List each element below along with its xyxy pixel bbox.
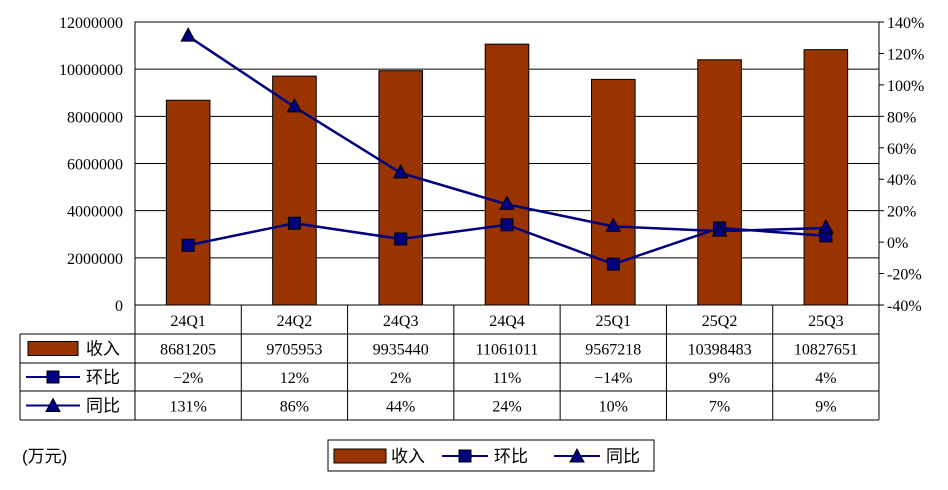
table-cell-value: 24%	[492, 399, 521, 416]
category-label: 24Q3	[383, 313, 419, 330]
category-label: 25Q2	[702, 313, 738, 330]
qoq-point-square-marker	[181, 238, 195, 252]
table-cell-value: 9705953	[266, 342, 322, 359]
ratio-lines	[180, 27, 834, 271]
legend-box: 收入 环比 同比	[327, 439, 655, 472]
table-cell-value: 10%	[599, 399, 628, 416]
left-tick-label: 12000000	[59, 15, 123, 32]
left-tick-label: 4000000	[67, 204, 123, 221]
qoq-point-square-marker	[500, 218, 514, 232]
table-cell-value: 4%	[815, 370, 836, 387]
right-tick-label: 120%	[887, 46, 924, 63]
unit-note: (万元)	[22, 447, 67, 466]
revenue-bar	[803, 49, 849, 306]
yoy-point-triangle-marker	[605, 217, 622, 232]
revenue-bar	[484, 43, 530, 306]
category-label: 24Q2	[277, 313, 313, 330]
yoy-point-triangle-marker	[818, 218, 834, 234]
yoy-point-triangle-marker	[711, 222, 728, 237]
table-cell-value: 86%	[280, 399, 309, 416]
table-cell-value: 9%	[815, 399, 836, 416]
table-cell-value: 10827651	[794, 342, 858, 359]
table-row-header: 同比	[86, 397, 120, 416]
left-tick-label: 6000000	[67, 157, 123, 174]
left-tick-label: 2000000	[67, 251, 123, 268]
table-cell-value: −2%	[173, 370, 203, 387]
table-cell-value: 11%	[493, 370, 522, 387]
right-tick-label: 140%	[887, 15, 924, 32]
revenue-bars	[165, 43, 849, 306]
category-label: 25Q1	[596, 313, 632, 330]
table-cell-value: 12%	[280, 370, 309, 387]
table-row-header: 收入	[86, 340, 120, 359]
legend-triangle-marker-icon	[569, 447, 585, 463]
right-tick-label: 100%	[887, 78, 924, 95]
table-cell-value: 8681205	[160, 342, 216, 359]
legend-label-yoy: 同比	[606, 447, 640, 466]
revenue-bar	[697, 59, 742, 306]
yoy-point-triangle-marker	[180, 27, 196, 42]
right-tick-label: -20%	[887, 267, 922, 284]
table-triangle-marker-icon	[45, 397, 61, 412]
legend-label-revenue: 收入	[391, 447, 425, 466]
category-label: 24Q4	[489, 313, 525, 330]
table-cell-value: 44%	[386, 399, 415, 416]
table-cell-value: 9935440	[373, 342, 429, 359]
left-tick-label: 8000000	[67, 109, 123, 126]
yoy-point-triangle-marker	[499, 195, 515, 210]
table-cell-value: 9567218	[585, 342, 641, 359]
table-row-header: 环比	[86, 368, 120, 387]
qoq-point-square-marker	[606, 257, 620, 271]
table-cell-value: 9%	[709, 370, 730, 387]
right-axis-ticks: -40% -20% 0% 20% 40% 60% 80% 100% 120% 140%	[879, 15, 924, 315]
table-cell-value: 131%	[169, 399, 206, 416]
right-tick-label: 40%	[887, 172, 916, 189]
qoq-point-square-marker	[394, 232, 408, 246]
category-label: 25Q3	[808, 313, 844, 330]
table-cell-value: 11061011	[476, 342, 539, 359]
table-cell-value: 2%	[390, 370, 411, 387]
left-tick-label: 0	[115, 298, 123, 315]
table-revenue-swatch	[27, 341, 79, 356]
legend-swatch-revenue	[333, 448, 387, 464]
left-axis-ticks: 0 2000000 4000000 6000000 8000000 10000000 120…	[59, 15, 123, 315]
right-tick-label: -40%	[887, 298, 922, 315]
revenue-bar	[272, 75, 317, 306]
right-tick-label: 0%	[887, 235, 908, 252]
table-cell-value: 7%	[709, 399, 730, 416]
data-table: 24Q1 24Q2 24Q3 24Q4 25Q1 25Q2 25Q3 收入 8681205 970…	[19, 304, 880, 421]
revenue-bar	[165, 99, 211, 306]
yoy-point-triangle-marker	[392, 163, 409, 179]
revenue-bar	[378, 70, 424, 306]
left-tick-label: 10000000	[59, 62, 123, 79]
right-tick-label: 80%	[887, 109, 916, 126]
yoy-point-triangle-marker	[286, 97, 303, 113]
table-cell-value: −14%	[594, 370, 632, 387]
legend-square-marker-icon	[458, 449, 472, 463]
qoq-point-square-marker	[287, 216, 301, 230]
right-tick-label: 60%	[887, 141, 916, 158]
right-tick-label: 20%	[887, 204, 916, 221]
table-square-marker-icon	[46, 370, 60, 384]
legend-label-qoq: 环比	[494, 447, 528, 466]
revenue-bar	[590, 78, 636, 306]
category-label: 24Q1	[170, 313, 206, 330]
table-cell-value: 10398483	[688, 342, 752, 359]
